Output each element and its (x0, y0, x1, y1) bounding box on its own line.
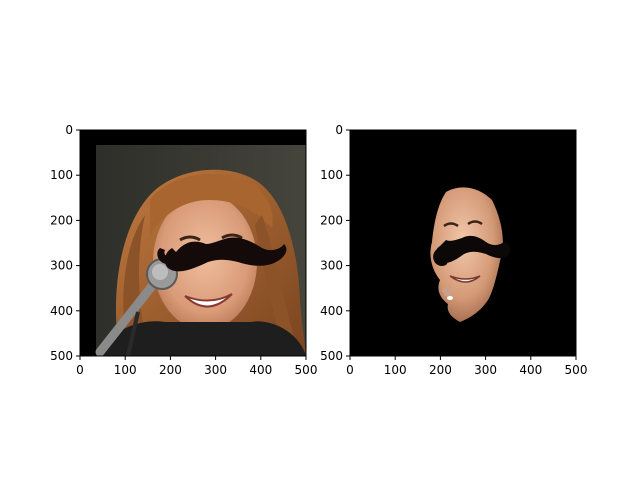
panel-1-ytick-label: 100 (50, 168, 73, 182)
panel-2-ytick-label: 100 (320, 168, 343, 182)
panel-1-ytick-label: 500 (50, 349, 73, 363)
panel-2-xtick-label: 0 (346, 363, 354, 377)
panel-1-frame (79, 129, 307, 357)
panel-2-xtick-label: 400 (519, 363, 542, 377)
panel-1-xtick-label: 100 (114, 363, 137, 377)
panel-2-ytick-label: 0 (335, 123, 343, 137)
panel-2-ytick-label: 300 (320, 259, 343, 273)
panel-1-xtick-label: 400 (249, 363, 272, 377)
panel-1-xtick-label: 500 (295, 363, 318, 377)
panel-2-frame (349, 129, 577, 357)
panel-2-ytick-label: 200 (320, 213, 343, 227)
panel-1-xtick-label: 300 (204, 363, 227, 377)
panel-1-xtick-label: 0 (76, 363, 84, 377)
panel-1-ytick-label: 300 (50, 259, 73, 273)
panel-1-xtick-label: 200 (159, 363, 182, 377)
panel-2-xtick-label: 100 (384, 363, 407, 377)
panel-1-ytick-label: 400 (50, 304, 73, 318)
panel-2-image (350, 130, 576, 356)
panel-2-ytick-label: 500 (320, 349, 343, 363)
panel-1-ytick-label: 200 (50, 213, 73, 227)
panel-1-ytick-label: 0 (65, 123, 73, 137)
panel-2-xtick-label: 200 (429, 363, 452, 377)
panel-2-xtick-label: 300 (474, 363, 497, 377)
panel-2-xtick-label: 500 (565, 363, 588, 377)
panel-2-ytick-label: 400 (320, 304, 343, 318)
panel-1-image (80, 130, 306, 356)
